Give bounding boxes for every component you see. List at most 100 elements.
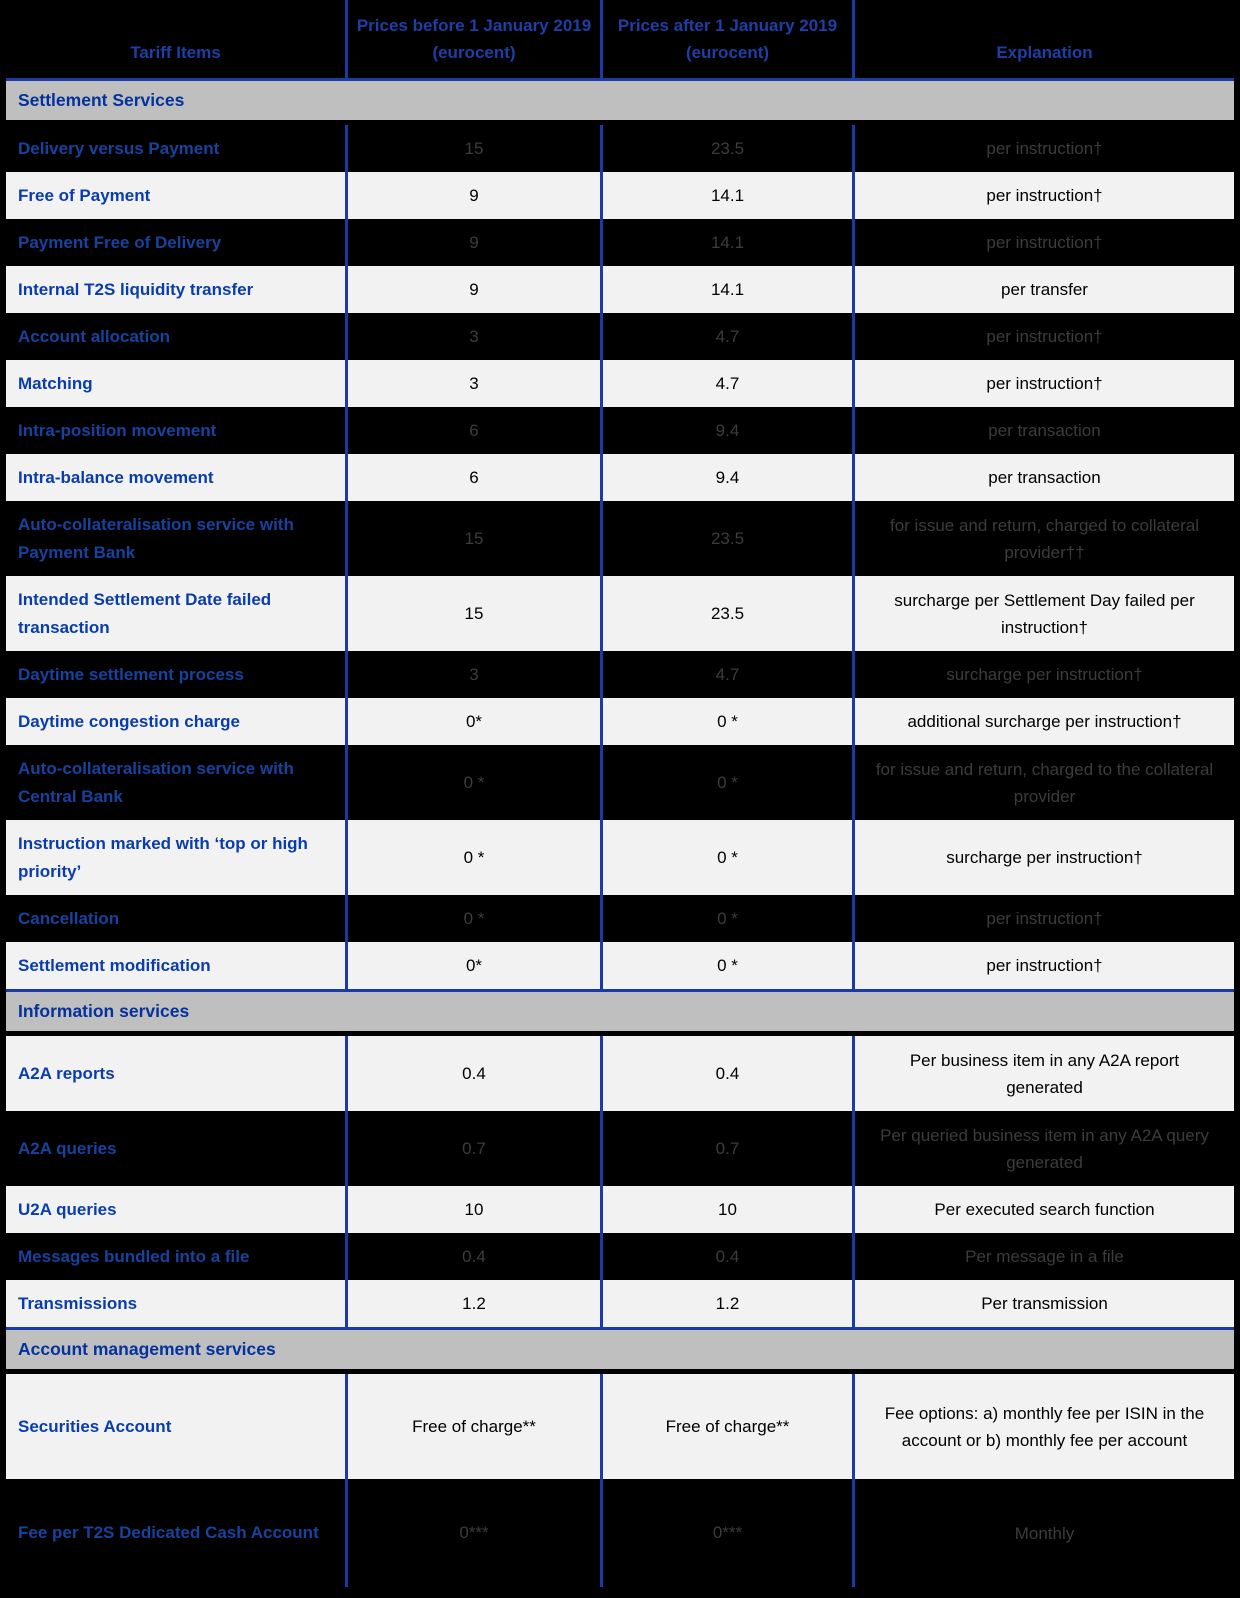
explanation-cell: for issue and return, charged to the col… — [852, 745, 1234, 820]
header-tariff-items: Tariff Items — [130, 43, 221, 62]
table-row: Matching 3 4.7 per instruction† — [6, 360, 1234, 407]
table-row: Internal T2S liquidity transfer 9 14.1 p… — [6, 266, 1234, 313]
price-after-cell: 0 * — [600, 942, 852, 989]
table-row: Transmissions 1.2 1.2 Per transmission — [6, 1280, 1234, 1327]
price-before-cell: 15 — [345, 501, 600, 576]
explanation-cell: per instruction† — [852, 313, 1234, 360]
price-after-cell: 9.4 — [600, 407, 852, 454]
header-prices-before: Prices before 1 January 2019 (eurocent) — [345, 0, 600, 78]
price-after-cell: 1.2 — [600, 1280, 852, 1327]
tariff-item-cell: Intended Settlement Date failed transact… — [18, 589, 272, 637]
price-before-cell: 10 — [345, 1186, 600, 1233]
price-after-cell: Free of charge** — [600, 1374, 852, 1479]
explanation-cell: per instruction† — [852, 895, 1234, 942]
tariff-item-cell: Messages bundled into a file — [18, 1246, 250, 1266]
tariff-item-cell: Fee per T2S Dedicated Cash Account — [18, 1523, 319, 1542]
price-before-cell: 0.4 — [345, 1233, 600, 1280]
price-after-cell: 4.7 — [600, 651, 852, 698]
explanation-cell: surcharge per Settlement Day failed per … — [852, 576, 1234, 651]
tariff-item-cell: Account allocation — [18, 326, 171, 346]
price-before-cell: 9 — [345, 219, 600, 266]
table-row: U2A queries 10 10 Per executed search fu… — [6, 1186, 1234, 1233]
tariff-item-cell: Auto-collateralisation service with Cent… — [18, 758, 294, 806]
price-before-cell: 9 — [345, 172, 600, 219]
table-row: Intra-position movement 6 9.4 per transa… — [6, 407, 1234, 454]
price-after-cell: 14.1 — [600, 172, 852, 219]
table-row: Instruction marked with ‘top or high pri… — [6, 820, 1234, 895]
price-before-cell: 6 — [345, 407, 600, 454]
tariff-item-cell: U2A queries — [18, 1199, 117, 1219]
explanation-cell: per instruction† — [852, 219, 1234, 266]
table-row: Free of Payment 9 14.1 per instruction† — [6, 172, 1234, 219]
table-row: A2A queries 0.7 0.7 Per queried business… — [6, 1111, 1234, 1186]
table-row: Account allocation 3 4.7 per instruction… — [6, 313, 1234, 360]
tariff-item-cell: Auto-collateralisation service with Paym… — [18, 514, 294, 562]
explanation-cell: per instruction† — [852, 125, 1234, 172]
section-header-account-management-services: Account management services — [6, 1327, 1234, 1374]
price-after-cell: 4.7 — [600, 360, 852, 407]
explanation-cell: per instruction† — [852, 942, 1234, 989]
price-before-cell: 0*** — [345, 1479, 600, 1587]
price-after-cell: 14.1 — [600, 266, 852, 313]
header-prices-after: Prices after 1 January 2019 (eurocent) — [600, 0, 852, 78]
price-before-cell: 15 — [345, 125, 600, 172]
price-after-cell: 23.5 — [600, 501, 852, 576]
explanation-cell: Monthly — [852, 1479, 1234, 1587]
price-before-cell: 0.4 — [345, 1036, 600, 1111]
price-before-cell: 0 * — [345, 895, 600, 942]
explanation-cell: Per message in a file — [852, 1233, 1234, 1280]
tariff-item-cell: Delivery versus Payment — [18, 138, 220, 158]
section-header-information-services: Information services — [6, 989, 1234, 1036]
price-after-cell: 9.4 — [600, 454, 852, 501]
table-row: Messages bundled into a file 0.4 0.4 Per… — [6, 1233, 1234, 1280]
price-after-cell: 0.7 — [600, 1111, 852, 1186]
table-row: Delivery versus Payment 15 23.5 per inst… — [6, 125, 1234, 172]
tariff-item-cell: Intra-balance movement — [18, 467, 214, 487]
price-before-cell: 3 — [345, 360, 600, 407]
price-after-cell: 0 * — [600, 895, 852, 942]
price-after-cell: 0.4 — [600, 1036, 852, 1111]
header-explanation: Explanation — [852, 0, 1234, 78]
table-row: Intended Settlement Date failed transact… — [6, 576, 1234, 651]
explanation-cell: per transfer — [852, 266, 1234, 313]
price-before-cell: 9 — [345, 266, 600, 313]
explanation-cell: surcharge per instruction† — [852, 651, 1234, 698]
explanation-cell: Per business item in any A2A report gene… — [852, 1036, 1234, 1111]
price-after-cell: 14.1 — [600, 219, 852, 266]
table-row: Auto-collateralisation service with Paym… — [6, 501, 1234, 576]
explanation-cell: Per queried business item in any A2A que… — [852, 1111, 1234, 1186]
tariff-item-cell: Transmissions — [18, 1293, 138, 1313]
price-after-cell: 23.5 — [600, 576, 852, 651]
table-row: Daytime congestion charge 0* 0 * additio… — [6, 698, 1234, 745]
price-before-cell: 6 — [345, 454, 600, 501]
explanation-cell: per transaction — [852, 407, 1234, 454]
tariff-item-cell: A2A reports — [18, 1063, 115, 1083]
explanation-cell: Fee options: a) monthly fee per ISIN in … — [852, 1374, 1234, 1479]
explanation-cell: Per transmission — [852, 1280, 1234, 1327]
table-row: Payment Free of Delivery 9 14.1 per inst… — [6, 219, 1234, 266]
price-before-cell: Free of charge** — [345, 1374, 600, 1479]
explanation-cell: additional surcharge per instruction† — [852, 698, 1234, 745]
table-row: Auto-collateralisation service with Cent… — [6, 745, 1234, 820]
price-after-cell: 0.4 — [600, 1233, 852, 1280]
price-after-cell: 0*** — [600, 1479, 852, 1587]
explanation-cell: per transaction — [852, 454, 1234, 501]
price-before-cell: 3 — [345, 313, 600, 360]
price-before-cell: 0 * — [345, 820, 600, 895]
price-before-cell: 1.2 — [345, 1280, 600, 1327]
explanation-cell: Per executed search function — [852, 1186, 1234, 1233]
explanation-cell: per instruction† — [852, 360, 1234, 407]
table-row: A2A reports 0.4 0.4 Per business item in… — [6, 1036, 1234, 1111]
table-row: Daytime settlement process 3 4.7 surchar… — [6, 651, 1234, 698]
price-before-cell: 3 — [345, 651, 600, 698]
price-after-cell: 0 * — [600, 698, 852, 745]
tariff-item-cell: Intra-position movement — [18, 420, 217, 440]
price-before-cell: 0* — [345, 942, 600, 989]
tariff-item-cell: A2A queries — [18, 1138, 117, 1158]
explanation-cell: surcharge per instruction† — [852, 820, 1234, 895]
tariff-item-cell: Settlement modification — [18, 955, 211, 975]
tariff-item-cell: Payment Free of Delivery — [18, 232, 222, 252]
price-before-cell: 0* — [345, 698, 600, 745]
tariff-item-cell: Free of Payment — [18, 185, 151, 205]
